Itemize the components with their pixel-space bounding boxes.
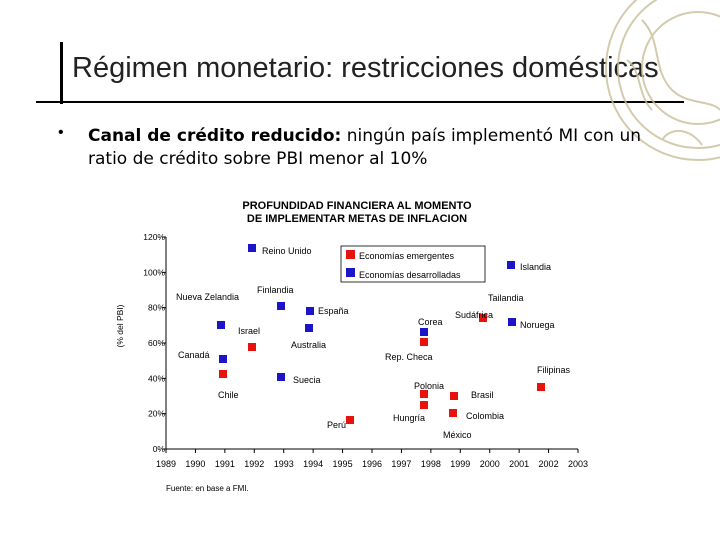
scatter-point (277, 302, 285, 310)
point-label: Brasil (471, 390, 494, 400)
x-tick-label: 1999 (450, 459, 470, 469)
scatter-point (219, 370, 227, 378)
point-label: Perú (327, 420, 346, 430)
scatter-point (420, 328, 428, 336)
scatter-point (277, 373, 285, 381)
x-tick-label: 2002 (539, 459, 559, 469)
y-tick-label: 20% (148, 409, 165, 419)
x-tick-label: 1990 (185, 459, 205, 469)
scatter-point (217, 321, 225, 329)
x-tick-label: 1993 (274, 459, 294, 469)
title-vertical-rule (60, 42, 63, 104)
point-label: Noruega (520, 320, 555, 330)
scatter-point (248, 244, 256, 252)
y-tick-label: 80% (148, 303, 165, 313)
scatter-point (248, 343, 256, 351)
y-tick-label: 120% (143, 232, 165, 242)
bullet-marker: • (58, 124, 64, 141)
source-note: Fuente: en base a FMI. (166, 484, 249, 493)
x-tick-label: 1997 (391, 459, 411, 469)
scatter-point (219, 355, 227, 363)
scatter-point (420, 390, 428, 398)
bullet-rest-text: ningún país implementó MI con un ratio d… (88, 126, 642, 169)
y-axis-label: (% del PBI) (115, 304, 125, 347)
point-label: Tailandia (488, 293, 524, 303)
x-tick-label: 1994 (303, 459, 323, 469)
point-label: Hungría (393, 413, 425, 423)
scatter-point (306, 307, 314, 315)
point-label: Sudáfrica (455, 310, 493, 320)
x-tick-label: 1992 (244, 459, 264, 469)
chart-title-line: PROFUNDIDAD FINANCIERA AL MOMENTO (242, 200, 472, 212)
x-tick-label: 1998 (421, 459, 441, 469)
point-label: Colombia (466, 411, 504, 421)
x-tick-label: 1991 (215, 459, 235, 469)
x-tick-label: 1989 (156, 459, 176, 469)
legend-label-emerging: Economías emergentes (359, 251, 455, 261)
y-tick-label: 0% (153, 444, 166, 454)
scatter-point (449, 409, 457, 417)
slide-title: Régimen monetario: restricciones domésti… (72, 52, 659, 84)
y-tick-label: 60% (148, 338, 165, 348)
point-label: Chile (218, 390, 239, 400)
x-tick-label: 1996 (362, 459, 382, 469)
scatter-point (420, 338, 428, 346)
point-label: España (318, 306, 349, 316)
point-label: Suecia (293, 375, 321, 385)
x-tick-label: 2000 (480, 459, 500, 469)
scatter-point (508, 318, 516, 326)
scatter-point (305, 324, 313, 332)
point-label: Corea (418, 317, 443, 327)
scatter-point (479, 314, 487, 322)
legend-swatch-emerging (346, 250, 355, 259)
scatter-point (450, 392, 458, 400)
point-label: Rep. Checa (385, 352, 433, 362)
point-label: Filipinas (537, 365, 571, 375)
seal-watermark-icon (605, 0, 720, 161)
chart-title-line: DE IMPLEMENTAR METAS DE INFLACION (247, 213, 467, 225)
legend-label-developed: Economías desarrolladas (359, 270, 461, 280)
point-label: Islandia (520, 262, 551, 272)
legend-swatch-developed (346, 268, 355, 277)
point-label: Australia (291, 340, 326, 350)
x-tick-label: 1995 (333, 459, 353, 469)
bullet-text: Canal de crédito reducido: ningún país i… (88, 125, 648, 171)
title-horizontal-rule (36, 101, 684, 103)
scatter-point (537, 383, 545, 391)
scatter-point (346, 416, 354, 424)
point-label: México (443, 430, 472, 440)
x-tick-label: 2001 (509, 459, 529, 469)
y-tick-label: 100% (143, 267, 165, 277)
point-label: Polonia (414, 381, 444, 391)
point-label: Finlandia (257, 285, 294, 295)
legend-box (340, 245, 486, 283)
point-label: Reino Unido (262, 246, 312, 256)
scatter-point (420, 401, 428, 409)
point-label: Nueva Zelandia (176, 292, 239, 302)
y-tick-label: 40% (148, 373, 165, 383)
point-label: Canadá (178, 350, 210, 360)
scatter-point (507, 261, 515, 269)
point-label: Israel (238, 326, 260, 336)
x-tick-label: 2003 (568, 459, 588, 469)
bullet-bold-text: Canal de crédito reducido: (88, 126, 342, 146)
